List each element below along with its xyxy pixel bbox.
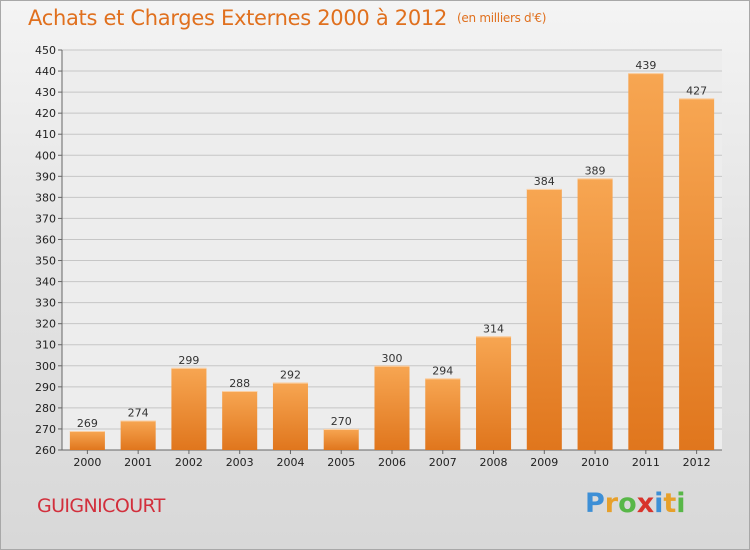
bar <box>526 188 562 450</box>
bar <box>628 73 664 450</box>
x-tick-label: 2002 <box>175 456 203 469</box>
x-tick-label: 2009 <box>530 456 558 469</box>
bar <box>222 391 258 450</box>
bar-value-label: 300 <box>382 352 403 365</box>
y-tick-label: 290 <box>35 381 56 394</box>
location-label: GUIGNICOURT <box>37 495 165 517</box>
logo-letter: x <box>636 488 655 519</box>
bar <box>577 178 613 450</box>
bar-value-label: 299 <box>178 354 199 367</box>
y-tick-label: 380 <box>35 191 56 204</box>
y-tick-label: 370 <box>35 212 56 225</box>
bar-value-label: 314 <box>483 322 504 335</box>
y-tick-label: 350 <box>35 255 56 268</box>
y-tick-label: 340 <box>35 276 56 289</box>
y-tick-label: 450 <box>35 44 56 57</box>
logo-letter: o <box>618 488 637 519</box>
bars <box>69 73 715 450</box>
y-tick-label: 400 <box>35 149 56 162</box>
bar-value-label: 292 <box>280 369 301 382</box>
y-tick-label: 430 <box>35 86 56 99</box>
x-tick-label: 2006 <box>378 456 406 469</box>
bar <box>171 367 207 450</box>
logo-letter: i <box>676 488 686 519</box>
y-tick-label: 280 <box>35 402 56 415</box>
y-tick-label: 390 <box>35 170 56 183</box>
bar <box>476 336 512 450</box>
x-tick-label: 2000 <box>73 456 101 469</box>
y-tick-label: 410 <box>35 128 56 141</box>
bar <box>272 382 308 450</box>
chart-title: Achats et Charges Externes 2000 à 2012 (e… <box>28 6 546 30</box>
bar <box>374 365 410 450</box>
x-tick-label: 2005 <box>327 456 355 469</box>
bar-value-label: 439 <box>635 59 656 72</box>
x-tick-label: 2011 <box>632 456 660 469</box>
logo-letter: r <box>604 488 619 519</box>
labels: 260 270 280 290 300 310 320 330 340 350 360 370 380 3… <box>35 44 711 469</box>
x-tick-label: 2003 <box>226 456 254 469</box>
unit-note: (en milliers d'€) <box>457 11 547 25</box>
bar <box>69 431 105 450</box>
logo-letter: i <box>654 488 664 519</box>
y-tick-label: 420 <box>35 107 56 120</box>
bar <box>120 420 156 450</box>
y-tick-label: 310 <box>35 339 56 352</box>
bar-value-label: 288 <box>229 377 250 390</box>
y-tick-label: 320 <box>35 318 56 331</box>
bar-value-label: 389 <box>585 164 606 177</box>
proxiti-logo[interactable]: Proxiti <box>585 488 686 519</box>
y-tick-label: 300 <box>35 360 56 373</box>
x-tick-label: 2004 <box>276 456 304 469</box>
bar <box>323 428 359 450</box>
bar-value-label: 270 <box>331 415 352 428</box>
y-tick-label: 330 <box>35 297 56 310</box>
logo-letter: P <box>585 488 605 519</box>
x-tick-label: 2008 <box>480 456 508 469</box>
y-tick-label: 260 <box>35 444 56 457</box>
x-tick-label: 2010 <box>581 456 609 469</box>
bar-value-label: 294 <box>432 364 453 377</box>
logo-letter: t <box>663 488 677 519</box>
bar-value-label: 274 <box>128 407 149 420</box>
bar <box>679 98 715 450</box>
bar <box>425 378 461 450</box>
bar-value-label: 269 <box>77 417 98 430</box>
bar-value-label: 384 <box>534 175 555 188</box>
y-tick-label: 270 <box>35 423 56 436</box>
x-tick-label: 2012 <box>683 456 711 469</box>
x-tick-label: 2001 <box>124 456 152 469</box>
y-tick-label: 360 <box>35 233 56 246</box>
x-tick-label: 2007 <box>429 456 457 469</box>
y-tick-label: 440 <box>35 65 56 78</box>
bar-value-label: 427 <box>686 84 707 97</box>
title-text: Achats et Charges Externes 2000 à 2012 <box>28 6 448 30</box>
